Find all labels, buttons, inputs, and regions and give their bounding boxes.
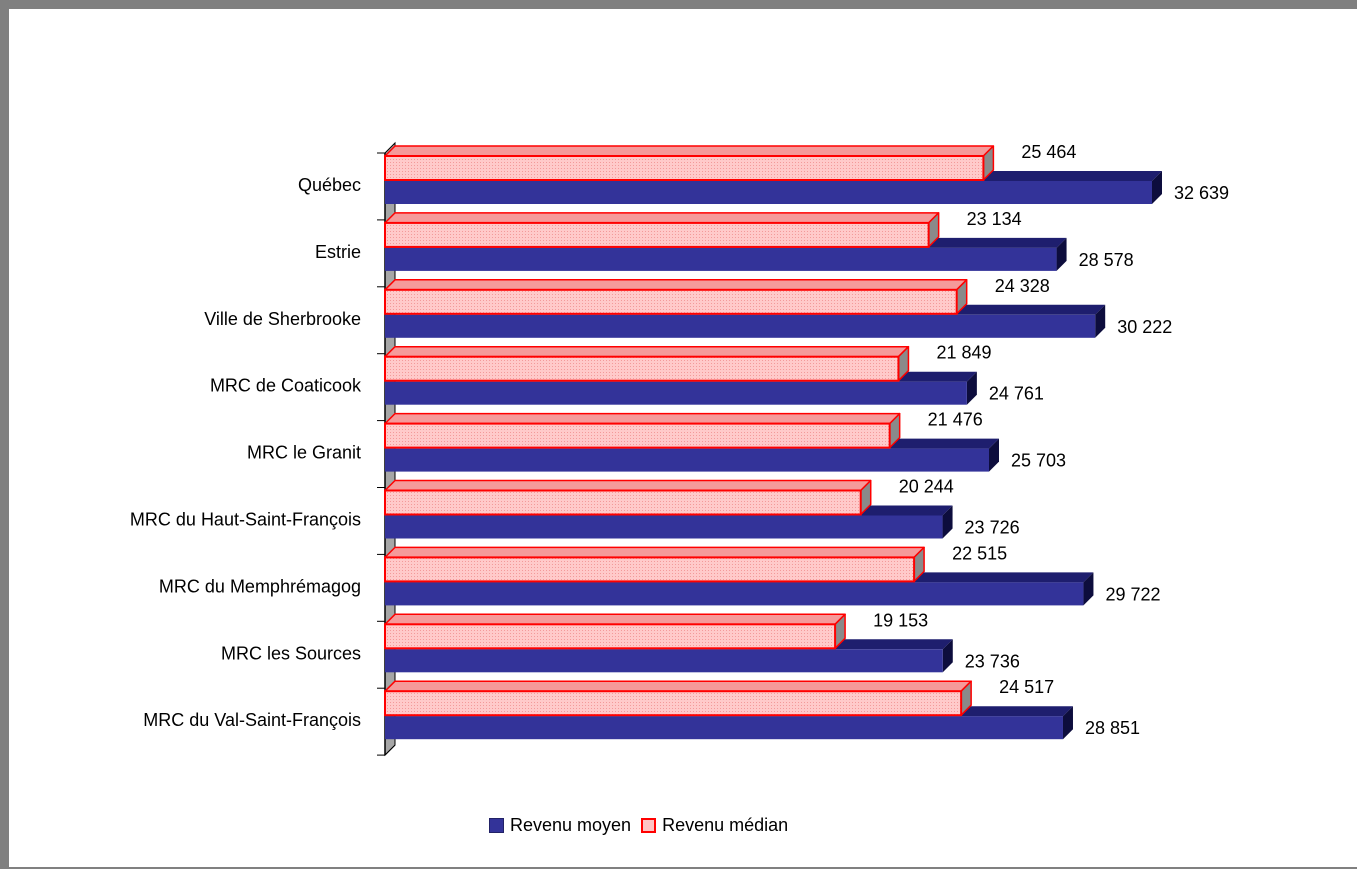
axis-floor-edge [384, 744, 396, 756]
value-label-revenu-moyen-mrc-de-coaticook: 24 761 [989, 384, 1044, 404]
bar-revenu-median-top-quebec [384, 145, 995, 157]
bar-revenu-moyen-mrc-le-granit [385, 448, 990, 472]
legend-item-revenu-median: Revenu médian [641, 815, 788, 836]
category-label-mrc-du-haut-saint-francois: MRC du Haut-Saint-François [130, 510, 361, 530]
bar-revenu-median-top-estrie [384, 212, 940, 224]
bar-revenu-moyen-estrie [385, 247, 1057, 271]
bar-revenu-median-mrc-du-memphremagog [384, 556, 916, 583]
category-label-mrc-du-val-saint-francois: MRC du Val-Saint-François [143, 710, 361, 730]
bar-revenu-moyen-side-mrc-du-haut-saint-francois [942, 505, 953, 539]
bar-revenu-median-mrc-le-granit [384, 422, 891, 449]
bar-revenu-median-estrie [384, 221, 930, 248]
category-label-mrc-le-granit: MRC le Granit [247, 443, 361, 463]
bar-revenu-median-ville-de-sherbrooke [384, 288, 958, 315]
bar-revenu-moyen-ville-de-sherbrooke [385, 314, 1096, 338]
bar-revenu-moyen-side-mrc-du-val-saint-francois [1062, 706, 1073, 740]
bar-revenu-median-mrc-du-val-saint-francois [384, 690, 963, 717]
bar-revenu-moyen-side-quebec [1152, 171, 1162, 204]
value-label-revenu-median-quebec: 25 464 [1021, 142, 1076, 162]
bar-revenu-moyen-side-mrc-du-memphremagog [1083, 572, 1094, 606]
value-label-revenu-median-ville-de-sherbrooke: 24 328 [995, 276, 1050, 296]
bar-revenu-median-top-mrc-du-val-saint-francois [384, 680, 972, 692]
category-label-mrc-du-memphremagog: MRC du Memphrémagog [159, 576, 361, 596]
legend-swatch-revenu-moyen [489, 817, 504, 833]
value-label-revenu-median-mrc-les-sources: 19 153 [873, 610, 928, 630]
bar-revenu-median-top-mrc-du-haut-saint-francois [384, 479, 872, 492]
bar-revenu-median-top-ville-de-sherbrooke [384, 279, 968, 291]
bar-revenu-moyen-mrc-du-memphremagog [385, 582, 1084, 606]
value-label-revenu-moyen-mrc-le-granit: 25 703 [1011, 451, 1066, 471]
bar-revenu-median-top-mrc-le-granit [384, 412, 901, 425]
value-label-revenu-moyen-estrie: 28 578 [1079, 250, 1134, 270]
bar-revenu-moyen-side-mrc-de-coaticook [966, 371, 977, 405]
category-label-ville-de-sherbrooke: Ville de Sherbrooke [204, 309, 361, 329]
legend: Revenu moyen Revenu médian [489, 810, 798, 840]
value-label-revenu-median-mrc-du-val-saint-francois: 24 517 [999, 677, 1054, 697]
bar-revenu-median-quebec [384, 155, 985, 181]
bar-revenu-moyen-quebec [385, 181, 1152, 204]
bar-revenu-median-top-mrc-du-memphremagog [384, 546, 925, 559]
bar-revenu-moyen-side-mrc-le-granit [989, 438, 1000, 472]
bar-revenu-median-top-mrc-les-sources [384, 613, 846, 626]
bar-revenu-moyen-mrc-de-coaticook [385, 381, 967, 405]
bar-revenu-moyen-side-mrc-les-sources [942, 639, 953, 673]
bar-revenu-median-mrc-les-sources [384, 623, 837, 650]
bar-revenu-moyen-mrc-du-haut-saint-francois [385, 515, 943, 539]
bar-revenu-median-mrc-du-haut-saint-francois [384, 489, 862, 516]
value-label-revenu-median-mrc-de-coaticook: 21 849 [936, 343, 991, 363]
value-label-revenu-moyen-ville-de-sherbrooke: 30 222 [1117, 317, 1172, 337]
legend-item-revenu-moyen: Revenu moyen [489, 815, 631, 836]
value-label-revenu-median-mrc-du-memphremagog: 22 515 [952, 543, 1007, 563]
bar-revenu-moyen-mrc-du-val-saint-francois [385, 716, 1063, 740]
value-label-revenu-moyen-mrc-du-val-saint-francois: 28 851 [1085, 718, 1140, 738]
category-label-quebec: Québec [298, 175, 361, 195]
legend-swatch-revenu-median [641, 817, 657, 833]
bar-revenu-moyen-mrc-les-sources [385, 649, 943, 673]
bar-revenu-moyen-side-estrie [1056, 237, 1067, 271]
legend-label-revenu-moyen: Revenu moyen [510, 814, 632, 835]
bar-revenu-median-top-mrc-de-coaticook [384, 345, 910, 358]
category-label-mrc-de-coaticook: MRC de Coaticook [210, 376, 362, 396]
value-label-revenu-moyen-mrc-du-memphremagog: 29 722 [1105, 584, 1160, 604]
value-label-revenu-moyen-mrc-du-haut-saint-francois: 23 726 [965, 518, 1020, 538]
category-label-estrie: Estrie [315, 242, 361, 262]
legend-label-revenu-median: Revenu médian [662, 814, 789, 835]
value-label-revenu-median-mrc-du-haut-saint-francois: 20 244 [899, 477, 954, 497]
value-label-revenu-moyen-mrc-les-sources: 23 736 [965, 651, 1020, 671]
bar-revenu-median-mrc-de-coaticook [384, 355, 900, 382]
category-label-mrc-les-sources: MRC les Sources [221, 643, 361, 663]
value-label-revenu-median-mrc-le-granit: 21 476 [928, 410, 983, 430]
value-label-revenu-median-estrie: 23 134 [967, 209, 1022, 229]
value-label-revenu-moyen-quebec: 32 639 [1174, 183, 1229, 203]
bar-revenu-moyen-side-ville-de-sherbrooke [1095, 304, 1106, 338]
